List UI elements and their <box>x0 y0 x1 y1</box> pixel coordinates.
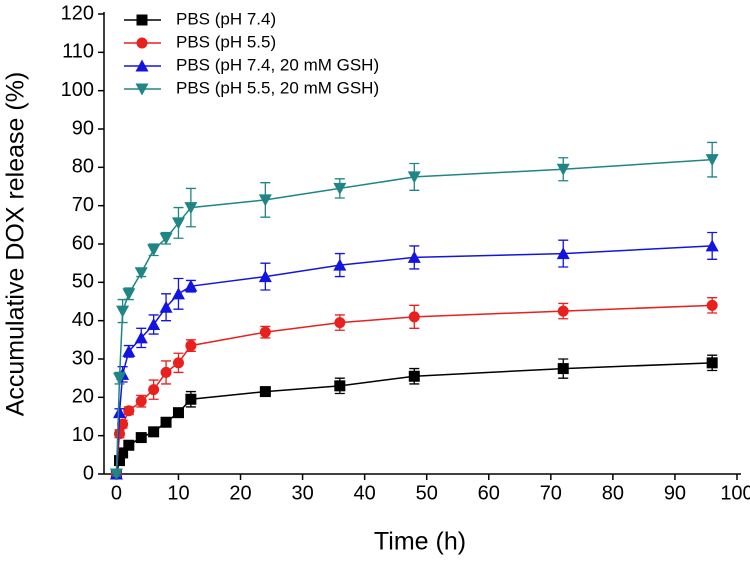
marker <box>258 194 272 207</box>
x-tick-label: 50 <box>416 482 438 504</box>
x-tick-label: 80 <box>602 482 624 504</box>
marker <box>259 326 271 338</box>
marker <box>117 418 129 430</box>
y-tick-label: 10 <box>72 424 94 446</box>
marker <box>557 305 569 317</box>
legend-marker <box>135 59 149 72</box>
marker <box>113 372 127 385</box>
y-tick-label: 80 <box>72 156 94 178</box>
marker <box>407 171 421 184</box>
marker <box>117 447 129 459</box>
marker <box>147 244 161 257</box>
marker <box>172 407 184 419</box>
marker <box>705 239 719 252</box>
marker <box>706 357 718 369</box>
y-tick-label: 120 <box>61 2 94 24</box>
marker <box>408 311 420 323</box>
marker <box>114 428 126 440</box>
y-tick-label: 90 <box>72 117 94 139</box>
x-tick-label: 30 <box>291 482 313 504</box>
marker <box>407 250 421 263</box>
marker <box>259 386 271 398</box>
marker <box>557 363 569 375</box>
y-tick-label: 110 <box>62 41 94 63</box>
legend-label: PBS (pH 7.4, 20 mM GSH) <box>176 55 379 74</box>
x-tick-label: 0 <box>111 482 122 504</box>
marker <box>134 267 148 280</box>
marker <box>185 393 197 405</box>
y-tick-label: 60 <box>72 232 94 254</box>
x-tick-label: 90 <box>664 482 686 504</box>
y-tick-label: 20 <box>72 386 94 408</box>
marker <box>334 380 346 392</box>
x-tick-label: 70 <box>540 482 562 504</box>
legend-label: PBS (pH 5.5, 20 mM GSH) <box>176 78 379 97</box>
marker <box>122 344 136 357</box>
y-axis-title: Accumulative DOX release (%) <box>2 72 30 417</box>
x-tick-label: 60 <box>478 482 500 504</box>
y-tick-label: 30 <box>72 347 94 369</box>
marker <box>333 182 347 195</box>
marker <box>116 305 130 318</box>
marker <box>334 317 346 329</box>
y-tick-label: 40 <box>72 309 94 331</box>
marker <box>185 340 197 352</box>
legend-label: PBS (pH 7.4) <box>176 9 276 28</box>
marker <box>705 154 719 167</box>
marker <box>333 258 347 271</box>
x-tick-label: 20 <box>229 482 251 504</box>
marker <box>114 455 126 467</box>
marker <box>172 357 184 369</box>
marker <box>408 370 420 382</box>
marker <box>122 288 136 301</box>
marker <box>123 405 135 417</box>
legend-marker <box>136 14 148 26</box>
series-line <box>115 245 713 475</box>
legend-marker <box>135 83 149 96</box>
marker <box>171 287 185 300</box>
x-tick-label: 10 <box>167 482 189 504</box>
marker <box>159 300 173 313</box>
marker <box>148 384 160 396</box>
y-tick-label: 70 <box>72 194 94 216</box>
marker <box>109 468 123 481</box>
legend-label: PBS (pH 5.5) <box>176 32 276 51</box>
marker <box>134 331 148 344</box>
x-tick-label: 100 <box>720 482 750 504</box>
marker <box>135 395 147 407</box>
marker <box>160 416 172 428</box>
marker <box>123 439 135 451</box>
marker <box>706 299 718 311</box>
marker <box>258 270 272 283</box>
marker <box>147 318 161 330</box>
y-tick-label: 0 <box>83 462 94 484</box>
marker <box>148 426 160 438</box>
marker <box>556 247 570 260</box>
series-line <box>115 304 713 475</box>
marker <box>556 163 570 176</box>
x-tick-label: 40 <box>354 482 376 504</box>
y-tick-label: 50 <box>72 271 94 293</box>
legend-marker <box>136 37 148 49</box>
marker <box>135 432 147 444</box>
marker <box>159 232 173 245</box>
y-tick-label: 100 <box>61 79 94 101</box>
marker <box>171 217 185 230</box>
marker <box>184 202 198 215</box>
marker <box>184 279 198 292</box>
marker <box>113 406 127 419</box>
x-axis-title: Time (h) <box>374 528 466 556</box>
marker <box>160 366 172 378</box>
